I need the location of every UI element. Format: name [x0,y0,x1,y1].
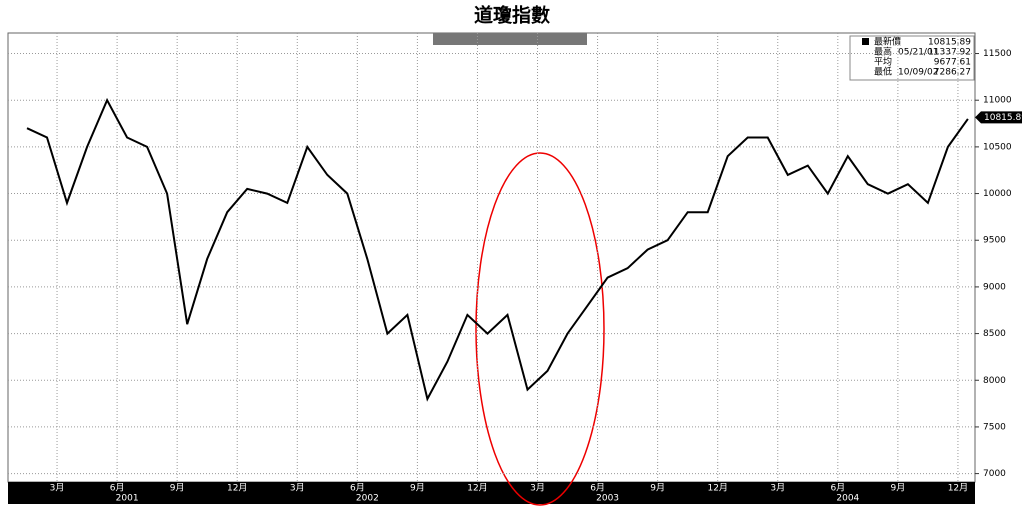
year-label: 2004 [836,494,859,504]
x-tick-label: 9月 [410,483,425,494]
y-tick-label: 11500 [983,49,1012,59]
x-tick-label: 6月 [350,483,365,494]
legend-label: 平均 [874,56,892,68]
year-label: 2001 [116,494,139,504]
x-tick-label: 3月 [50,483,65,494]
legend-date: 05/21/01 [898,48,938,58]
x-tick-label: 6月 [110,483,125,494]
x-axis-bar [8,482,975,504]
legend-label: 最低 [874,66,892,78]
y-tick-label: 9000 [983,282,1006,292]
legend-value: 11337.92 [928,48,971,58]
x-tick-label: 9月 [891,483,906,494]
x-tick-label: 12月 [467,483,487,494]
toolbar[interactable] [433,33,587,45]
y-tick-label: 7500 [983,422,1006,432]
legend-label: 最高 [874,46,892,58]
year-label: 2003 [596,494,619,504]
y-tick-label: 10000 [983,189,1012,199]
legend-date: 10/09/02 [898,68,938,78]
x-tick-label: 3月 [770,483,785,494]
highlight-ellipse [475,152,605,506]
chart-title: 道瓊指數 [474,4,550,27]
x-tick-label: 3月 [530,483,545,494]
legend-label: 最新價 [874,36,901,48]
y-tick-label: 8000 [983,376,1006,386]
year-label: 2002 [356,494,379,504]
x-tick-label: 6月 [830,483,845,494]
y-tick-label: 7000 [983,469,1006,479]
y-tick-label: 8500 [983,329,1006,339]
x-tick-label: 12月 [948,483,968,494]
legend-value: 9677.61 [934,58,971,68]
x-tick-label: 12月 [227,483,247,494]
legend-value: 7286.27 [934,68,971,78]
x-tick-label: 12月 [707,483,727,494]
legend-swatch [862,38,869,45]
x-tick-label: 3月 [290,483,305,494]
x-tick-label: 6月 [590,483,605,494]
y-tick-label: 9500 [983,236,1006,246]
x-tick-label: 9月 [170,483,185,494]
last-value-label: 10815.89 [984,113,1024,123]
legend-value: 10815.89 [928,38,971,48]
series-line [26,97,969,402]
x-tick-label: 9月 [650,483,665,494]
last-value-tag [975,111,1022,124]
y-tick-label: 10500 [983,142,1012,152]
y-tick-label: 11000 [983,96,1012,106]
legend-box [849,35,975,81]
